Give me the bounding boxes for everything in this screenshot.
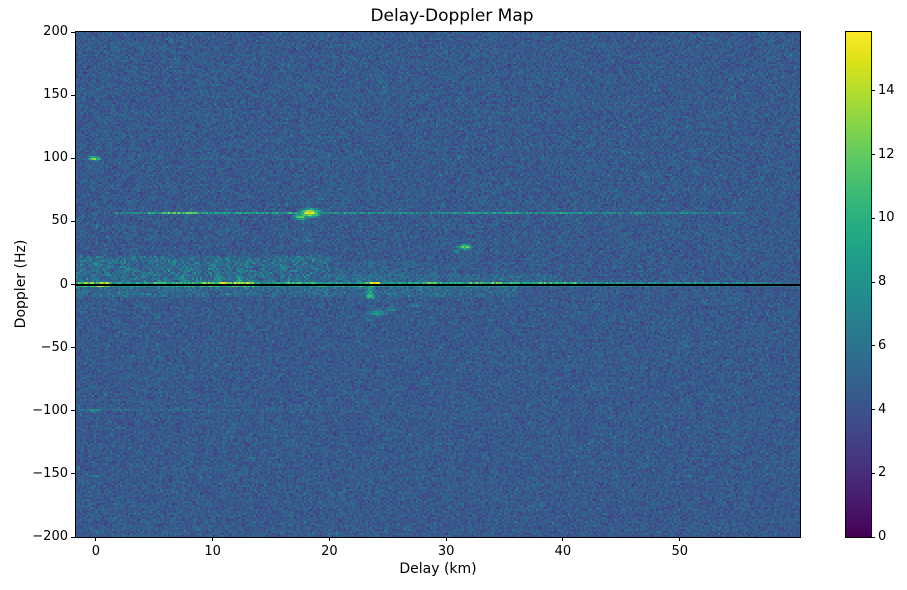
x-tick-label: 40 (554, 544, 572, 559)
x-tick-label: 10 (204, 544, 221, 559)
y-tick-label: 0 (59, 276, 68, 292)
colorbar-tick-label: 8 (878, 274, 887, 290)
colorbar-tick-label: 12 (878, 146, 895, 162)
heatmap-canvas (76, 32, 800, 537)
y-tick-label: 200 (43, 24, 68, 39)
y-tick (71, 536, 75, 538)
y-tick-label: −100 (32, 402, 68, 418)
y-tick (71, 284, 75, 285)
plot-area (75, 31, 801, 538)
y-tick (71, 473, 75, 475)
colorbar-tick (871, 409, 875, 411)
colorbar-gradient (846, 32, 871, 537)
colorbar-tick (871, 90, 875, 92)
y-tick (71, 410, 75, 412)
x-axis-label: Delay (km) (399, 561, 477, 577)
y-tick (71, 220, 75, 222)
x-tick-label: 30 (437, 544, 455, 559)
x-tick-label: 20 (321, 544, 338, 559)
colorbar-tick-label: 0 (878, 529, 887, 544)
y-tick-label: −150 (32, 465, 68, 481)
y-tick-label: 150 (43, 87, 68, 103)
x-tick (679, 537, 681, 541)
y-tick-label: −50 (40, 339, 68, 355)
y-tick (71, 31, 75, 33)
y-tick-label: 50 (51, 213, 68, 229)
y-tick (71, 94, 75, 96)
chart-title: Delay-Doppler Map (370, 6, 534, 26)
colorbar-tick (871, 217, 875, 219)
x-tick (445, 537, 447, 541)
y-tick (71, 347, 75, 349)
colorbar-tick-label: 6 (878, 337, 887, 353)
x-tick-label: 0 (91, 544, 100, 559)
y-tick (71, 157, 75, 159)
colorbar (845, 31, 872, 538)
colorbar-tick-label: 2 (878, 465, 887, 481)
colorbar-tick (871, 536, 875, 538)
y-tick-label: 100 (43, 150, 68, 166)
colorbar-tick-label: 4 (878, 401, 887, 417)
y-tick-label: −200 (32, 529, 68, 544)
x-tick-label: 50 (671, 544, 688, 559)
colorbar-tick (871, 154, 875, 156)
colorbar-tick-label: 10 (878, 210, 895, 226)
x-tick (212, 537, 214, 541)
x-tick (562, 537, 564, 541)
colorbar-tick-label: 14 (878, 82, 895, 98)
colorbar-tick (871, 472, 875, 474)
x-tick (328, 537, 330, 541)
x-tick (95, 537, 97, 541)
colorbar-tick (871, 345, 875, 347)
colorbar-tick (871, 281, 875, 283)
